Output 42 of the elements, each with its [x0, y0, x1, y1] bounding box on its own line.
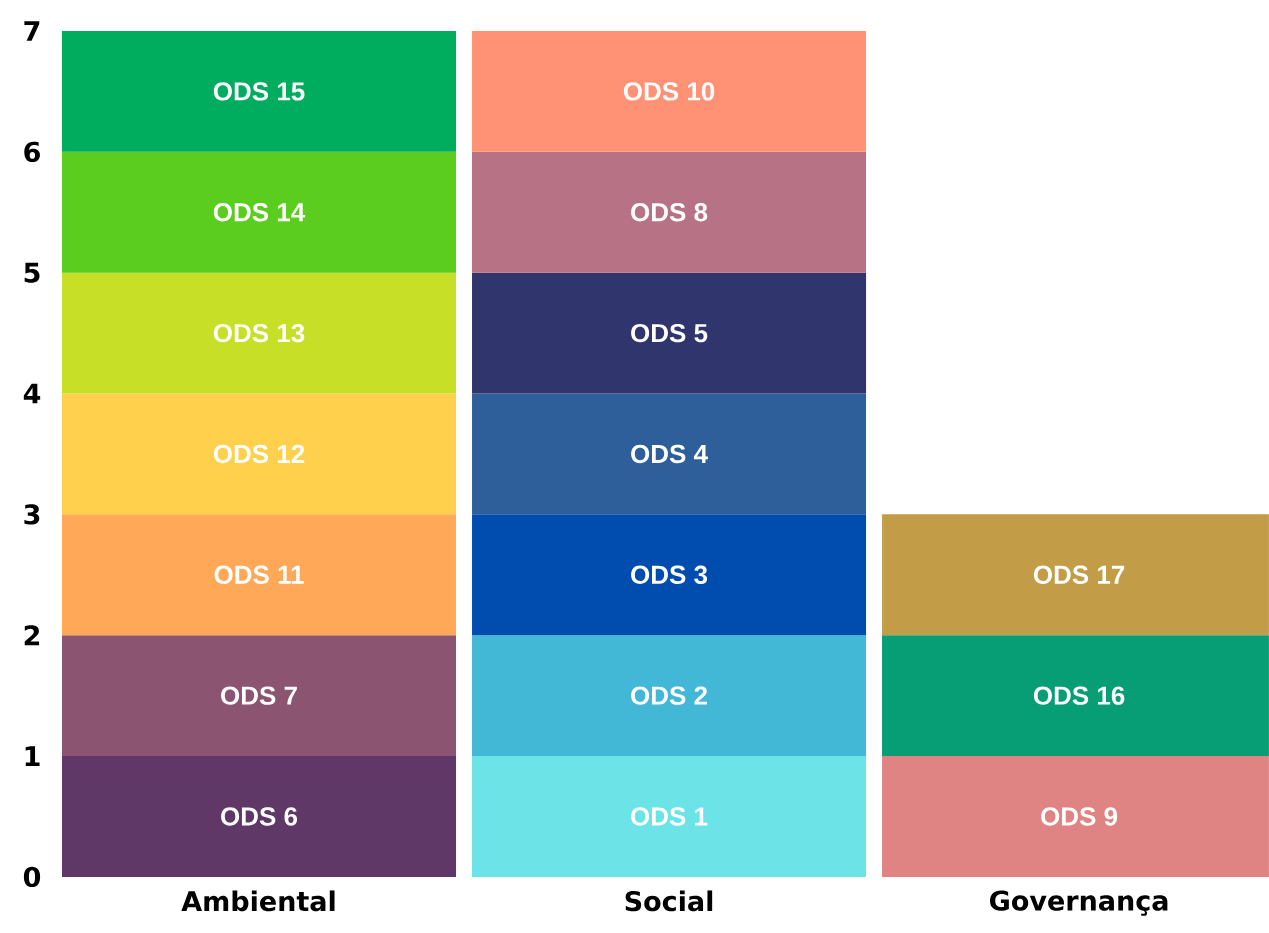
bar — [472, 635, 867, 757]
y-tick-label: 5 — [24, 262, 40, 283]
data-label: ODS 11 — [214, 565, 304, 585]
data-label: ODS 15 — [213, 82, 305, 101]
bar — [472, 393, 867, 515]
data-label: ODS 1 — [631, 807, 708, 826]
data-label: ODS 6 — [221, 807, 298, 826]
y-tick-label: 1 — [25, 746, 40, 766]
bar — [61, 756, 457, 877]
data-label: ODS 8 — [631, 203, 708, 222]
bar — [472, 151, 867, 273]
data-label: ODS 5 — [631, 323, 708, 343]
x-tick-label: Ambiental — [181, 890, 335, 912]
data-label: ODS 17 — [1033, 565, 1125, 585]
bar — [472, 756, 867, 877]
data-label: ODS 7 — [221, 686, 297, 705]
data-label: ODS 13 — [213, 323, 305, 343]
y-tick-label: 4 — [23, 383, 41, 404]
data-label: ODS 3 — [631, 565, 708, 585]
data-label: ODS 16 — [1033, 686, 1125, 705]
bar — [61, 514, 457, 636]
bar — [472, 514, 867, 636]
data-label: ODS 10 — [623, 82, 715, 101]
x-tick-label: Governança — [990, 890, 1168, 916]
bar — [472, 31, 867, 152]
y-tick-label: 7 — [24, 21, 40, 41]
bar — [61, 393, 457, 515]
bar — [61, 151, 457, 273]
y-tick-label: 2 — [24, 625, 40, 646]
y-tick-label: 6 — [24, 141, 40, 163]
bar — [61, 272, 457, 394]
y-tick-label: 0 — [23, 866, 41, 888]
bar — [61, 31, 457, 152]
data-label: ODS 9 — [1041, 807, 1118, 826]
x-tick-label: Social — [625, 890, 713, 912]
data-label: ODS 12 — [213, 444, 305, 464]
y-tick-label: 3 — [24, 504, 40, 525]
data-label: ODS 4 — [631, 444, 708, 464]
data-label: ODS 2 — [631, 686, 707, 705]
data-label: ODS 14 — [213, 203, 306, 222]
bar — [472, 272, 867, 394]
bar — [61, 635, 457, 757]
